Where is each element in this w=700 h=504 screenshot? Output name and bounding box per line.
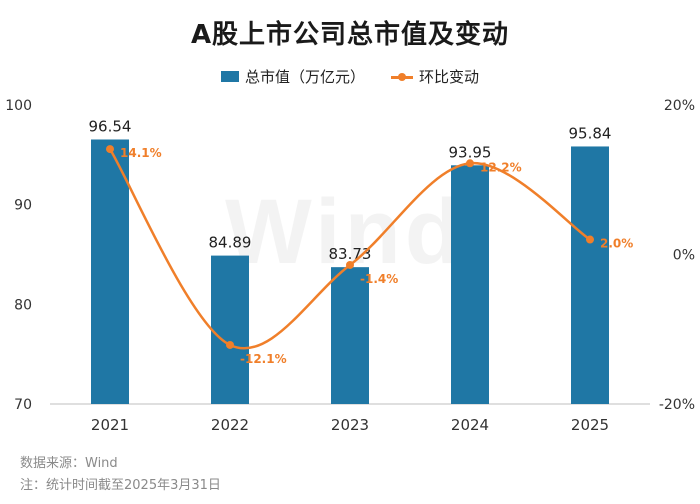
change-label-2022: -12.1% [240, 352, 287, 366]
bar-2022 [211, 255, 249, 404]
bar-2023 [331, 267, 369, 404]
y-left-tick-70: 70 [14, 397, 32, 413]
y-right-tick-1: 0% [673, 248, 695, 264]
y-left-tick-80: 80 [14, 297, 32, 313]
x-tick-2021: 2021 [91, 416, 129, 434]
change-label-2024: 12.2% [480, 160, 522, 174]
change-label-2023: -1.4% [360, 272, 398, 286]
change-point-2025 [586, 235, 594, 244]
change-point-2021 [106, 145, 114, 154]
x-tick-2024: 2024 [451, 416, 489, 434]
bar-value-label-2025: 95.84 [569, 124, 612, 142]
bar-value-label-2023: 83.73 [329, 245, 372, 263]
x-tick-2023: 2023 [331, 416, 369, 434]
footer-source: 数据来源：Wind [20, 456, 118, 471]
bar-value-label-2021: 96.54 [89, 117, 132, 135]
x-tick-2022: 2022 [211, 416, 249, 434]
legend: 总市值（万亿元） 环比变动 [0, 66, 700, 87]
legend-item-market-cap: 总市值（万亿元） [220, 66, 365, 87]
y-right-tick-0: -20% [659, 397, 695, 413]
change-label-2021: 14.1% [120, 146, 162, 160]
bar-value-label-2022: 84.89 [209, 234, 252, 252]
change-point-2022 [226, 340, 234, 349]
bar-value-label-2024: 93.95 [449, 143, 492, 161]
bar-2024 [451, 165, 489, 404]
wind-watermark: Wind [225, 180, 465, 285]
bar-2025 [571, 146, 609, 404]
legend-line-swatch [391, 71, 413, 83]
change-label-2025: 2.0% [600, 237, 633, 251]
legend-label-market-cap: 总市值（万亿元） [244, 68, 365, 86]
footer-note: 注：统计时间截至2025年3月31日 [20, 478, 221, 493]
x-tick-2025: 2025 [571, 416, 609, 434]
change-point-2024 [466, 159, 474, 168]
y-left-tick-90: 90 [14, 198, 32, 214]
change-point-2023 [346, 260, 354, 269]
legend-item-change: 环比变动 [391, 66, 479, 87]
bar-2021 [91, 139, 129, 404]
y-right-tick-2: 20% [664, 98, 695, 114]
y-left-tick-100: 100 [5, 98, 32, 114]
chart-title: A股上市公司总市值及变动 [190, 20, 510, 50]
change-series-line [108, 148, 591, 350]
legend-bar-swatch [220, 71, 239, 82]
legend-label-change: 环比变动 [419, 68, 480, 86]
